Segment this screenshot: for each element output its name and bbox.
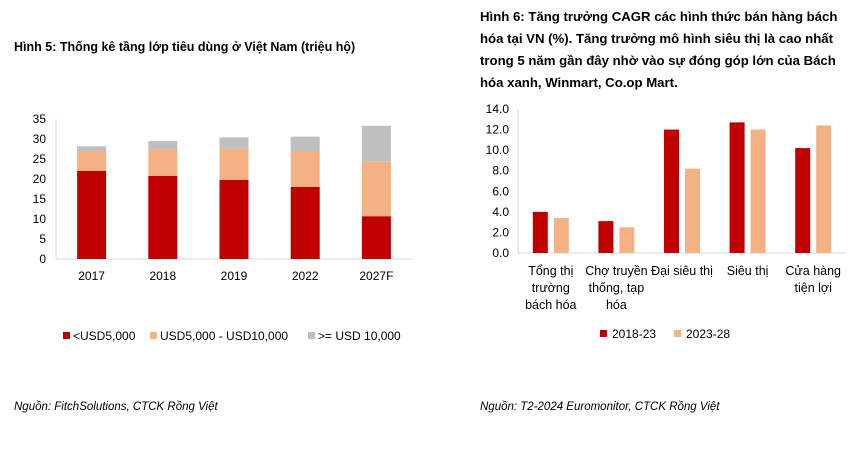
- bar-segment-series-2: [77, 146, 107, 151]
- x-tick-label: trường: [532, 281, 570, 295]
- x-tick-label: 2017: [78, 269, 105, 283]
- x-tick-label: 2027F: [359, 269, 393, 283]
- bar-series-0: [664, 129, 679, 253]
- cagr-retail-bar-chart: 0.0 2.0 4.0 6.0 8.0 10.0 12.0 14.0 Tổng thị trườn…: [486, 102, 846, 341]
- y-tick-label: 12.0: [486, 123, 510, 137]
- bar-segment-series-1: [290, 151, 320, 187]
- x-tick-label: tiện lợi: [795, 281, 832, 295]
- legend-swatch: [150, 332, 157, 339]
- legend-swatch: [674, 330, 681, 337]
- y-tick-label: 10: [33, 212, 47, 226]
- bar-series-1: [685, 168, 700, 253]
- bar-segment-series-0: [77, 171, 107, 259]
- left-chart-source: Nguồn: FitchSolutions, CTCK Rồng Việt: [14, 401, 218, 413]
- y-tick-label: 10.0: [486, 143, 510, 157]
- bar-segment-series-0: [361, 216, 391, 259]
- y-tick-label: 14.0: [486, 102, 510, 116]
- y-tick-label: 5: [39, 232, 46, 246]
- right-chart-title: Hình 6: Tăng trưởng CAGR các hình thức b…: [480, 9, 838, 90]
- consumer-class-stacked-bar-chart: 0 5 10 15 20 25 30 35 2017 2018 2019 2022 2027F <USD5…: [33, 112, 412, 343]
- y-tick-label: 8.0: [492, 164, 509, 178]
- bar-series-0: [532, 211, 548, 253]
- y-tick-label: 35: [33, 112, 47, 126]
- legend-label: USD5,000 - USD10,000: [160, 329, 288, 343]
- bar-series-1: [553, 218, 569, 253]
- bar-segment-series-2: [290, 136, 320, 151]
- legend-label: >= USD 10,000: [318, 329, 401, 343]
- legend-swatch: [63, 332, 70, 339]
- x-tick-label: 2018: [149, 269, 176, 283]
- bar-series-0: [795, 148, 811, 253]
- bar-series-1: [750, 129, 766, 253]
- bar-series-1: [816, 125, 832, 253]
- y-tick-label: 2.0: [492, 225, 509, 239]
- x-tick-label: 2019: [221, 269, 248, 283]
- bar-series-0: [729, 122, 745, 253]
- legend-label: 2018-23: [612, 327, 656, 341]
- x-tick-label: bách hóa: [525, 298, 576, 312]
- legend-swatch: [308, 332, 315, 339]
- left-chart-title: Hình 5: Thống kê tầng lớp tiêu dùng ở Vi…: [14, 40, 356, 54]
- bar-segment-series-0: [290, 187, 320, 259]
- x-tick-label: 2022: [292, 269, 319, 283]
- x-tick-label: Tổng thị: [528, 264, 573, 278]
- legend-label: <USD5,000: [73, 329, 136, 343]
- y-tick-label: 20: [33, 172, 47, 186]
- bar-series-1: [619, 227, 635, 253]
- y-tick-label: 0: [39, 252, 46, 266]
- bar-segment-series-2: [148, 141, 178, 150]
- y-tick-label: 0.0: [492, 246, 509, 260]
- x-tick-label: Đại siêu thị: [651, 264, 713, 278]
- bar-segment-series-2: [219, 137, 249, 149]
- x-tick-label: Cửa hàng: [785, 264, 841, 278]
- bar-segment-series-0: [219, 179, 249, 259]
- bar-segment-series-1: [77, 151, 107, 171]
- legend-label: 2023-28: [686, 327, 730, 341]
- right-chart-source: Nguồn: T2-2024 Euromonitor, CTCK Rồng Vi…: [480, 401, 720, 413]
- x-tick-label: thống, tạp: [589, 281, 645, 295]
- bar-segment-series-1: [148, 149, 178, 176]
- y-tick-label: 25: [33, 152, 47, 166]
- y-tick-label: 4.0: [492, 205, 509, 219]
- y-tick-label: 15: [33, 192, 47, 206]
- x-tick-label: hóa: [606, 298, 627, 312]
- y-tick-label: 30: [33, 132, 47, 146]
- y-tick-label: 6.0: [492, 184, 509, 198]
- bar-segment-series-0: [148, 175, 178, 259]
- bar-segment-series-1: [219, 148, 249, 180]
- x-tick-label: Siêu thị: [727, 264, 769, 278]
- bar-segment-series-2: [361, 125, 391, 162]
- bar-segment-series-1: [361, 161, 391, 217]
- bar-series-0: [598, 221, 614, 253]
- x-tick-label: Chợ truyền: [585, 264, 647, 278]
- legend-swatch: [600, 330, 607, 337]
